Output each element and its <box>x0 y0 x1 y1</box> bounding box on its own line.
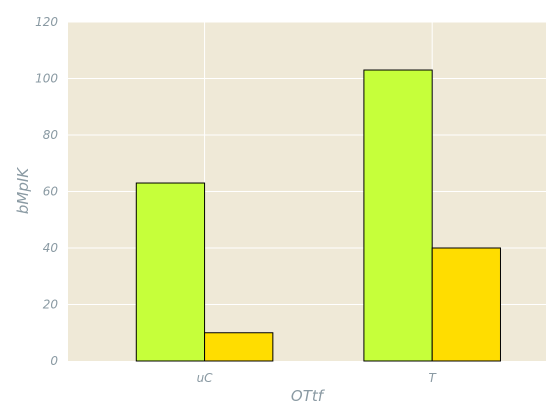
y-axis-label: bMpIK <box>14 167 32 214</box>
bar <box>204 332 274 362</box>
y-tick-label: 80 <box>43 128 59 142</box>
x-tick-labels: uC T <box>197 371 438 385</box>
y-tick-labels: 0 20 40 60 80 100 120 <box>35 15 58 368</box>
y-tick-label: 20 <box>43 298 59 312</box>
y-tick-label: 100 <box>35 72 58 86</box>
bars <box>135 69 501 362</box>
y-tick-label: 60 <box>43 185 59 199</box>
y-tick-label: 120 <box>35 15 58 29</box>
y-tick-label: 0 <box>50 354 58 368</box>
bar <box>363 69 433 362</box>
x-tick-label: uC <box>197 371 214 385</box>
y-tick-label: 40 <box>43 241 59 255</box>
x-axis-label: OTtf <box>291 387 326 405</box>
bar <box>135 182 206 362</box>
bar <box>431 247 501 362</box>
x-tick-label: T <box>429 371 438 385</box>
